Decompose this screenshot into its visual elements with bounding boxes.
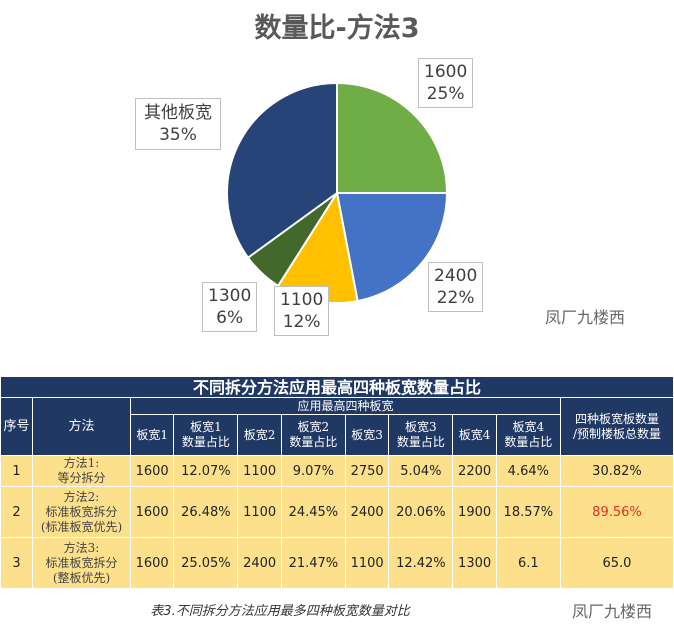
label-value: 22%: [436, 288, 475, 308]
header-col: 板宽3: [344, 414, 390, 456]
table-cell: 2200: [452, 455, 497, 487]
label-text: 1600: [424, 62, 468, 82]
comparison-table: 不同拆分方法应用最高四种板宽数量占比 序号 方法 应用最高四种板宽 四种板宽板数…: [0, 376, 674, 589]
table-cell: 5.04%: [388, 455, 454, 487]
table-cell: 2750: [344, 455, 390, 487]
label-text: 其他板宽: [144, 103, 212, 123]
table-cell: 65.0: [559, 537, 674, 589]
table-cell: 1300: [452, 537, 497, 589]
table-cell: 12.07%: [173, 455, 239, 487]
table-cell: 12.42%: [388, 537, 454, 589]
table-cell: 1600: [129, 537, 175, 589]
header-col: 板宽3 数量占比: [388, 414, 454, 456]
label-value: 12%: [282, 312, 321, 332]
table-cell: 21.47%: [280, 537, 346, 589]
label-text: 1100: [280, 290, 324, 310]
header-group: 应用最高四种板宽: [130, 397, 561, 415]
label-value: 35%: [159, 125, 197, 145]
header-total: 四种板宽板数量 /预制楼板总数量: [559, 397, 674, 456]
label-value: 6%: [216, 308, 244, 328]
header-col: 板宽1: [129, 414, 175, 456]
data-label-other: 其他板宽 35%: [135, 98, 221, 150]
table-cell: 24.45%: [280, 486, 346, 538]
label-text: 2400: [434, 266, 478, 286]
table-cell: 6.1: [495, 537, 561, 589]
table-cell: 1100: [344, 537, 390, 589]
table-cell: 1900: [452, 486, 497, 538]
header-method: 方法: [32, 397, 131, 456]
table-row: 3 方法3: 标准板宽拆分 (整板优先) 1600 25.05% 2400 21.47% 1…: [0, 537, 674, 589]
watermark-table: 凤厂九楼西: [572, 602, 653, 621]
header-cols-row: 板宽1 板宽1 数量占比 板宽2 板宽2 数量占比 板宽3 板宽3 数量占比 板宽4 板宽4 …: [1, 414, 674, 456]
header-col: 板宽4: [452, 414, 497, 456]
data-label-1600: 1600 25%: [418, 58, 474, 108]
label-value: 25%: [426, 84, 465, 104]
table-cell: 89.56%: [559, 486, 674, 538]
header-index: 序号: [0, 397, 33, 456]
table-row: 1 方法1: 等分拆分 1600 12.07% 1100 9.07% 2750 5.04% 22…: [0, 455, 674, 487]
table-title: 不同拆分方法应用最高四种板宽数量占比: [0, 376, 674, 398]
label-text: 1300: [208, 286, 252, 306]
pie-slice-4: [226, 81, 338, 260]
table-cell: 9.07%: [280, 455, 346, 487]
caption: 表3.不同拆分方法应用最多四种板宽数量对比: [150, 604, 410, 619]
table-cell: 4.64%: [495, 455, 561, 487]
watermark: 凤厂九楼西: [545, 308, 626, 327]
table-cell: 1100: [237, 455, 282, 487]
table-cell: 2: [0, 486, 33, 538]
table-cell: 2400: [237, 537, 282, 589]
data-label-2400: 2400 22%: [428, 262, 484, 312]
table-cell: 30.82%: [559, 455, 674, 487]
header-col: 板宽4 数量占比: [495, 414, 561, 456]
data-label-1300: 1300 6%: [202, 282, 258, 332]
table-cell: 1: [0, 455, 33, 487]
table-cell: 方法3: 标准板宽拆分 (整板优先): [32, 537, 131, 589]
header-col: 板宽2 数量占比: [280, 414, 346, 456]
header-col: 板宽1 数量占比: [173, 414, 239, 456]
table-cell: 26.48%: [173, 486, 239, 538]
table-row: 2 方法2: 标准板宽拆分 (标准板宽优先) 1600 26.48% 1100 24.45…: [0, 486, 674, 538]
pie-slice-1: [335, 192, 449, 303]
data-label-1100: 1100 12%: [274, 286, 330, 336]
pie-slice-0: [336, 81, 449, 194]
table-cell: 20.06%: [388, 486, 454, 538]
table-cell: 3: [0, 537, 33, 589]
table-cell: 1600: [129, 486, 175, 538]
pie-chart: [226, 81, 449, 304]
header-col: 板宽2: [237, 414, 282, 456]
table-cell: 方法2: 标准板宽拆分 (标准板宽优先): [32, 486, 131, 538]
table-cell: 2400: [344, 486, 390, 538]
table-cell: 方法1: 等分拆分: [32, 455, 131, 487]
table-cell: 1600: [129, 455, 175, 487]
table-cell: 1100: [237, 486, 282, 538]
table-cell: 18.57%: [495, 486, 561, 538]
table-cell: 25.05%: [173, 537, 239, 589]
chart-title: 数量比-方法3: [254, 13, 420, 44]
